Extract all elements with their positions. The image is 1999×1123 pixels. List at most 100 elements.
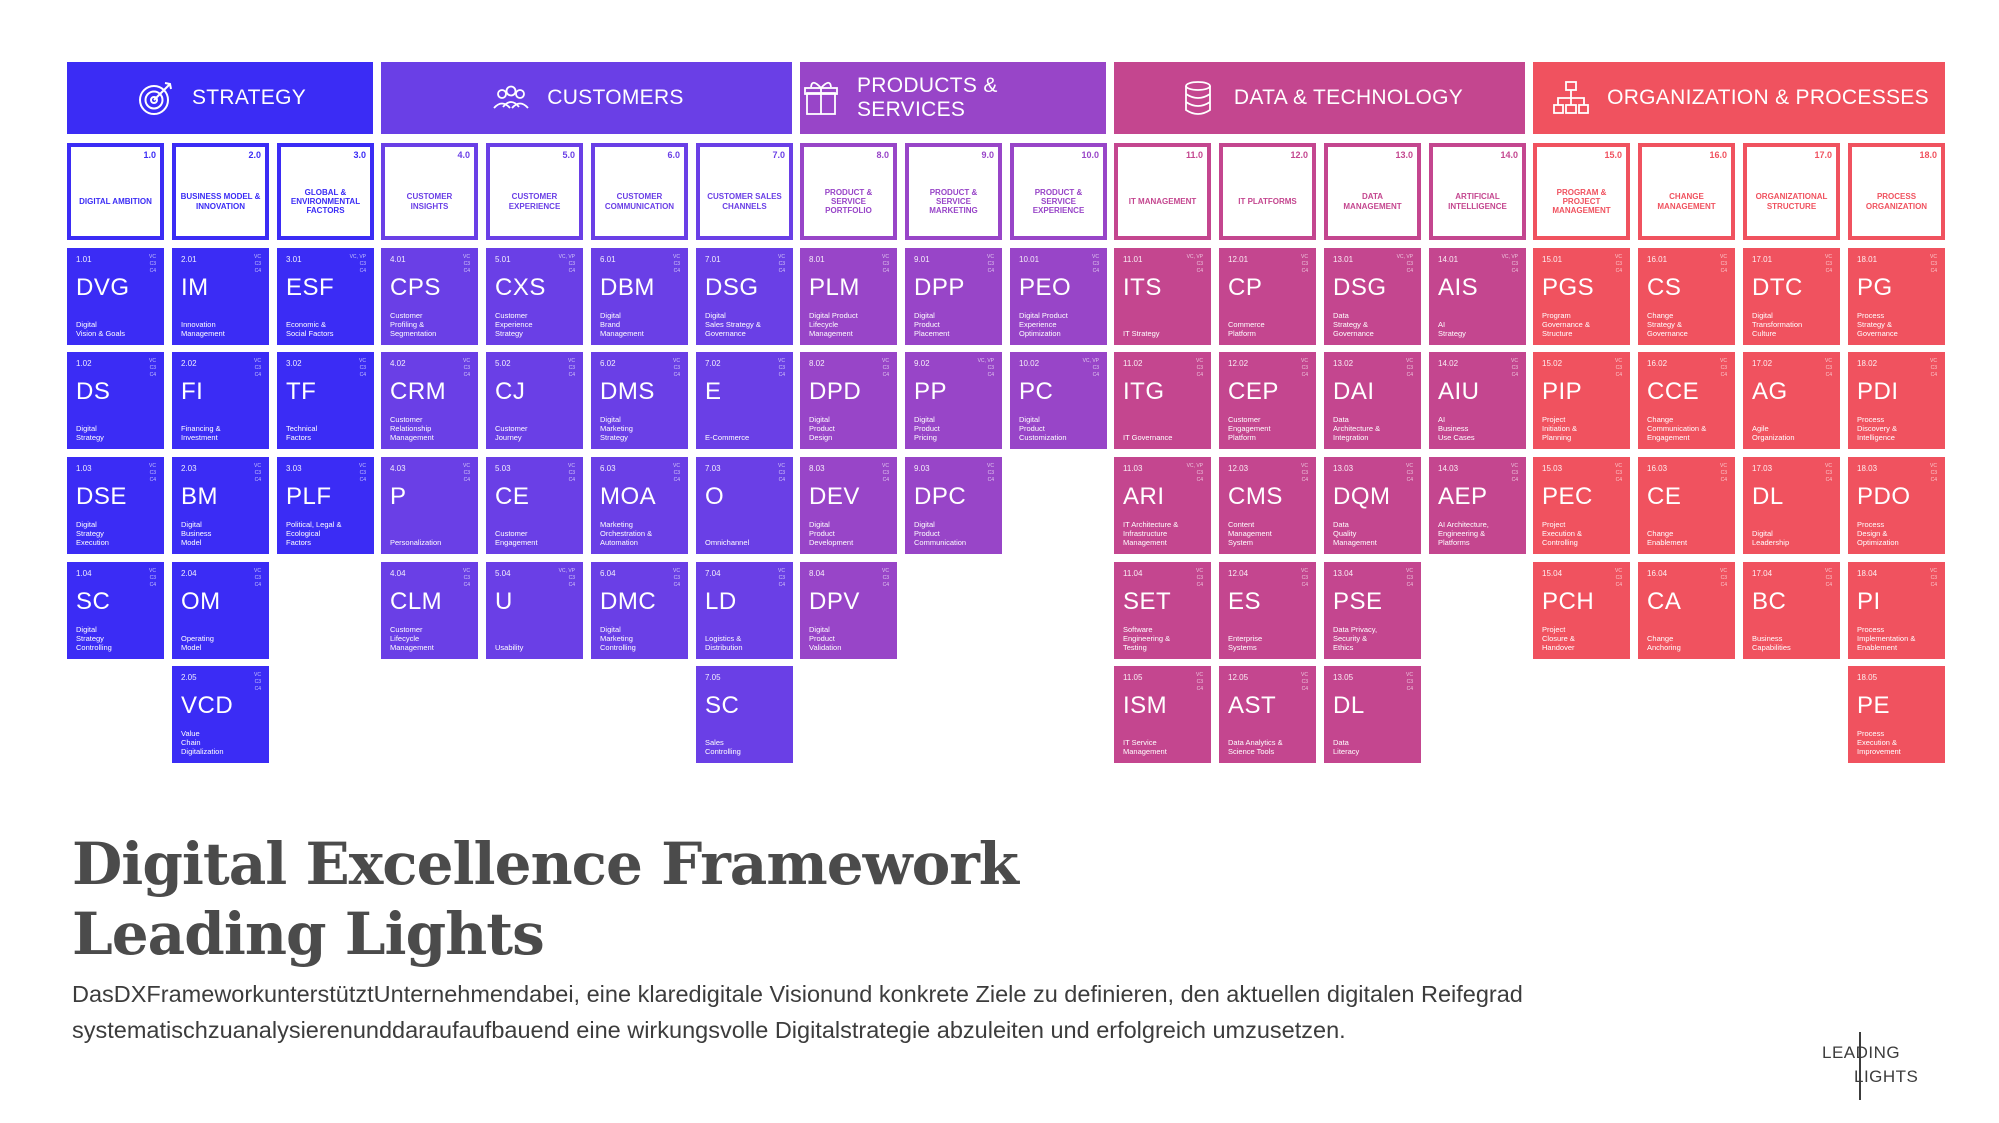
capability-tile-13-05[interactable]: 13.05 VC C3 C4 DL Data Literacy xyxy=(1324,666,1421,763)
capability-tile-12-04[interactable]: 12.04 VC C3 C4 ES Enterprise Systems xyxy=(1219,562,1316,659)
capability-tile-7-02[interactable]: 7.02 VC C3 C4 E E-Commerce xyxy=(696,352,793,449)
capability-tile-15-03[interactable]: 15.03 VC C3 C4 PEC Project Execution & Cont… xyxy=(1533,457,1630,554)
category-banner-data-and-technology[interactable]: DATA & TECHNOLOGY xyxy=(1114,62,1525,134)
capability-tile-6-01[interactable]: 6.01 VC C3 C4 DBM Digital Brand Management xyxy=(591,248,688,345)
capability-tile-1-04[interactable]: 1.04 VC C3 C4 SC Digital Strategy Controlli… xyxy=(67,562,164,659)
capability-tag: VC C3 C4 xyxy=(1720,568,1727,588)
capability-tile-15-01[interactable]: 15.01 VC C3 C4 PGS Program Governance & Str… xyxy=(1533,248,1630,345)
capability-tile-7-05[interactable]: 7.05 SC Sales Controlling xyxy=(696,666,793,763)
capability-tile-8-03[interactable]: 8.03 VC C3 C4 DEV Digital Product Developme… xyxy=(800,457,897,554)
capability-tile-6-03[interactable]: 6.03 VC C3 C4 MOA Marketing Orchestration &… xyxy=(591,457,688,554)
capability-tile-5-03[interactable]: 5.03 VC C3 C4 CE Customer Engagement xyxy=(486,457,583,554)
capability-tile-17-03[interactable]: 17.03 VC C3 C4 DL Digital Leadership xyxy=(1743,457,1840,554)
capability-tile-7-04[interactable]: 7.04 VC C3 C4 LD Logistics & Distribution xyxy=(696,562,793,659)
dimension-digital-ambition[interactable]: 1.0 DIGITAL AMBITION xyxy=(67,143,164,240)
dimension-customer-insights[interactable]: 4.0 CUSTOMER INSIGHTS xyxy=(381,143,478,240)
capability-tile-12-03[interactable]: 12.03 VC C3 C4 CMS Content Management Syste… xyxy=(1219,457,1316,554)
category-banner-strategy[interactable]: STRATEGY xyxy=(67,62,373,134)
capability-tile-9-02[interactable]: 9.02 VC, VP C3 C4 PP Digital Product Pricin… xyxy=(905,352,1002,449)
capability-tile-11-05[interactable]: 11.05 VC C3 C4 ISM IT Service Management xyxy=(1114,666,1211,763)
capability-tile-5-02[interactable]: 5.02 VC C3 C4 CJ Customer Journey xyxy=(486,352,583,449)
capability-tile-3-01[interactable]: 3.01 VC, VP C3 C4 ESF Economic & Social Fac… xyxy=(277,248,374,345)
dimension-it-platforms[interactable]: 12.0 IT PLATFORMS xyxy=(1219,143,1316,240)
dimension-organizational-structure[interactable]: 17.0 ORGANIZATIONAL STRUCTURE xyxy=(1743,143,1840,240)
capability-tile-16-03[interactable]: 16.03 VC C3 C4 CE Change Enablement xyxy=(1638,457,1735,554)
capability-tile-17-01[interactable]: 17.01 VC C3 C4 DTC Digital Transformation C… xyxy=(1743,248,1840,345)
capability-tile-11-02[interactable]: 11.02 VC C3 C4 ITG IT Governance xyxy=(1114,352,1211,449)
capability-tile-13-01[interactable]: 13.01 VC, VP C3 C4 DSG Data Strategy & Gove… xyxy=(1324,248,1421,345)
dimension-business-model-and-innovation[interactable]: 2.0 BUSINESS MODEL & INNOVATION xyxy=(172,143,269,240)
capability-tile-15-04[interactable]: 15.04 VC C3 C4 PCH Project Closure & Handov… xyxy=(1533,562,1630,659)
capability-tile-1-02[interactable]: 1.02 VC C3 C4 DS Digital Strategy xyxy=(67,352,164,449)
capability-tile-6-02[interactable]: 6.02 VC C3 C4 DMS Digital Marketing Strateg… xyxy=(591,352,688,449)
capability-tile-5-04[interactable]: 5.04 VC, VP C3 C4 U Usability xyxy=(486,562,583,659)
dimension-global-and-environmental-factors[interactable]: 3.0 GLOBAL & ENVIRONMENTAL FACTORS xyxy=(277,143,374,240)
dimension-number: 10.0 xyxy=(1081,150,1099,160)
capability-tile-2-01[interactable]: 2.01 VC C3 C4 IM Innovation Management xyxy=(172,248,269,345)
dimension-data-management[interactable]: 13.0 DATA MANAGEMENT xyxy=(1324,143,1421,240)
capability-tile-14-03[interactable]: 14.03 VC C3 C4 AEP AI Architecture, Enginee… xyxy=(1429,457,1526,554)
dimension-product-and-service-experience[interactable]: 10.0 PRODUCT & SERVICE EXPERIENCE xyxy=(1010,143,1107,240)
capability-tile-3-03[interactable]: 3.03 VC C3 C4 PLF Political, Legal & Ecolog… xyxy=(277,457,374,554)
capability-tile-16-02[interactable]: 16.02 VC C3 C4 CCE Change Communication & E… xyxy=(1638,352,1735,449)
capability-tile-12-01[interactable]: 12.01 VC C3 C4 CP Commerce Platform xyxy=(1219,248,1316,345)
capability-tag: VC C3 C4 xyxy=(254,672,261,692)
capability-tile-15-02[interactable]: 15.02 VC C3 C4 PIP Project Initiation & Pla… xyxy=(1533,352,1630,449)
capability-tile-9-03[interactable]: 9.03 VC C3 C4 DPC Digital Product Communica… xyxy=(905,457,1002,554)
dimension-product-and-service-portfolio[interactable]: 8.0 PRODUCT & SERVICE PORTFOLIO xyxy=(800,143,897,240)
capability-tile-12-02[interactable]: 12.02 VC C3 C4 CEP Customer Engagement Plat… xyxy=(1219,352,1316,449)
capability-tile-14-02[interactable]: 14.02 VC C3 C4 AIU AI Business Use Cases xyxy=(1429,352,1526,449)
capability-tile-2-04[interactable]: 2.04 VC C3 C4 OM Operating Model xyxy=(172,562,269,659)
dimension-change-management[interactable]: 16.0 CHANGE MANAGEMENT xyxy=(1638,143,1735,240)
capability-tile-13-03[interactable]: 13.03 VC C3 C4 DQM Data Quality Management xyxy=(1324,457,1421,554)
capability-tile-4-02[interactable]: 4.02 VC C3 C4 CRM Customer Relationship Man… xyxy=(381,352,478,449)
dimension-customer-communication[interactable]: 6.0 CUSTOMER COMMUNICATION xyxy=(591,143,688,240)
capability-tile-18-04[interactable]: 18.04 VC C3 C4 PI Process Implementation & … xyxy=(1848,562,1945,659)
capability-tile-14-01[interactable]: 14.01 VC, VP C3 C4 AIS AI Strategy xyxy=(1429,248,1526,345)
capability-tile-10-01[interactable]: 10.01 VC C3 C4 PEO Digital Product Experien… xyxy=(1010,248,1107,345)
capability-tile-17-02[interactable]: 17.02 VC C3 C4 AG Agile Organization xyxy=(1743,352,1840,449)
capability-tile-10-02[interactable]: 10.02 VC, VP C3 C4 PC Digital Product Custo… xyxy=(1010,352,1107,449)
category-banner-products-and-services[interactable]: PRODUCTS & SERVICES xyxy=(800,62,1106,134)
capability-tile-1-03[interactable]: 1.03 VC C3 C4 DSE Digital Strategy Executio… xyxy=(67,457,164,554)
dimension-it-management[interactable]: 11.0 IT MANAGEMENT xyxy=(1114,143,1211,240)
capability-tile-7-01[interactable]: 7.01 VC C3 C4 DSG Digital Sales Strategy & … xyxy=(696,248,793,345)
capability-tile-18-05[interactable]: 18.05 PE Process Execution & Improvement xyxy=(1848,666,1945,763)
dimension-customer-sales-channels[interactable]: 7.0 CUSTOMER SALES CHANNELS xyxy=(696,143,793,240)
capability-tile-11-01[interactable]: 11.01 VC, VP C3 C4 ITS IT Strategy xyxy=(1114,248,1211,345)
capability-tile-8-02[interactable]: 8.02 VC C3 C4 DPD Digital Product Design xyxy=(800,352,897,449)
dimension-program-and-project-management[interactable]: 15.0 PROGRAM & PROJECT MANAGEMENT xyxy=(1533,143,1630,240)
capability-tile-17-04[interactable]: 17.04 VC C3 C4 BC Business Capabilities xyxy=(1743,562,1840,659)
capability-tile-3-02[interactable]: 3.02 VC C3 C4 TF Technical Factors xyxy=(277,352,374,449)
capability-tile-16-01[interactable]: 16.01 VC C3 C4 CS Change Strategy & Governa… xyxy=(1638,248,1735,345)
capability-tile-16-04[interactable]: 16.04 VC C3 C4 CA Change Anchoring xyxy=(1638,562,1735,659)
capability-tile-8-04[interactable]: 8.04 VC C3 C4 DPV Digital Product Validatio… xyxy=(800,562,897,659)
capability-tile-2-03[interactable]: 2.03 VC C3 C4 BM Digital Business Model xyxy=(172,457,269,554)
capability-tile-4-04[interactable]: 4.04 VC C3 C4 CLM Customer Lifecycle Manage… xyxy=(381,562,478,659)
dimension-product-and-service-marketing[interactable]: 9.0 PRODUCT & SERVICE MARKETING xyxy=(905,143,1002,240)
dimension-process-organization[interactable]: 18.0 PROCESS ORGANIZATION xyxy=(1848,143,1945,240)
capability-tile-4-03[interactable]: 4.03 VC C3 C4 P Personalization xyxy=(381,457,478,554)
capability-tile-2-05[interactable]: 2.05 VC C3 C4 VCD Value Chain Digitalizatio… xyxy=(172,666,269,763)
capability-name: Change Anchoring xyxy=(1647,634,1681,652)
category-banner-organization-and-processes[interactable]: ORGANIZATION & PROCESSES xyxy=(1533,62,1945,134)
capability-tile-1-01[interactable]: 1.01 VC C3 C4 DVG Digital Vision & Goals xyxy=(67,248,164,345)
category-banner-customers[interactable]: CUSTOMERS xyxy=(381,62,792,134)
capability-tile-5-01[interactable]: 5.01 VC, VP C3 C4 CXS Customer Experience S… xyxy=(486,248,583,345)
capability-tile-18-01[interactable]: 18.01 VC C3 C4 PG Process Strategy & Govern… xyxy=(1848,248,1945,345)
dimension-artificial-intelligence[interactable]: 14.0 ARTIFICIAL INTELLIGENCE xyxy=(1429,143,1526,240)
capability-tile-18-03[interactable]: 18.03 VC C3 C4 PDO Process Design & Optimiz… xyxy=(1848,457,1945,554)
capability-tile-11-03[interactable]: 11.03 VC, VP C3 C4 ARI IT Architecture & In… xyxy=(1114,457,1211,554)
capability-tile-11-04[interactable]: 11.04 VC C3 C4 SET Software Engineering & T… xyxy=(1114,562,1211,659)
capability-tile-13-04[interactable]: 13.04 VC C3 C4 PSE Data Privacy, Security &… xyxy=(1324,562,1421,659)
capability-tile-8-01[interactable]: 8.01 VC C3 C4 PLM Digital Product Lifecycle… xyxy=(800,248,897,345)
dimension-customer-experience[interactable]: 5.0 CUSTOMER EXPERIENCE xyxy=(486,143,583,240)
capability-tile-6-04[interactable]: 6.04 VC C3 C4 DMC Digital Marketing Control… xyxy=(591,562,688,659)
capability-tile-12-05[interactable]: 12.05 VC C3 C4 AST Data Analytics & Science… xyxy=(1219,666,1316,763)
capability-tile-7-03[interactable]: 7.03 VC C3 C4 O Omnichannel xyxy=(696,457,793,554)
capability-tile-4-01[interactable]: 4.01 VC C3 C4 CPS Customer Profiling & Segm… xyxy=(381,248,478,345)
capability-tile-18-02[interactable]: 18.02 VC C3 C4 PDI Process Discovery & Inte… xyxy=(1848,352,1945,449)
capability-tile-13-02[interactable]: 13.02 VC C3 C4 DAI Data Architecture & Inte… xyxy=(1324,352,1421,449)
capability-tile-9-01[interactable]: 9.01 VC C3 C4 DPP Digital Product Placement xyxy=(905,248,1002,345)
capability-tile-2-02[interactable]: 2.02 VC C3 C4 FI Financing & Investment xyxy=(172,352,269,449)
